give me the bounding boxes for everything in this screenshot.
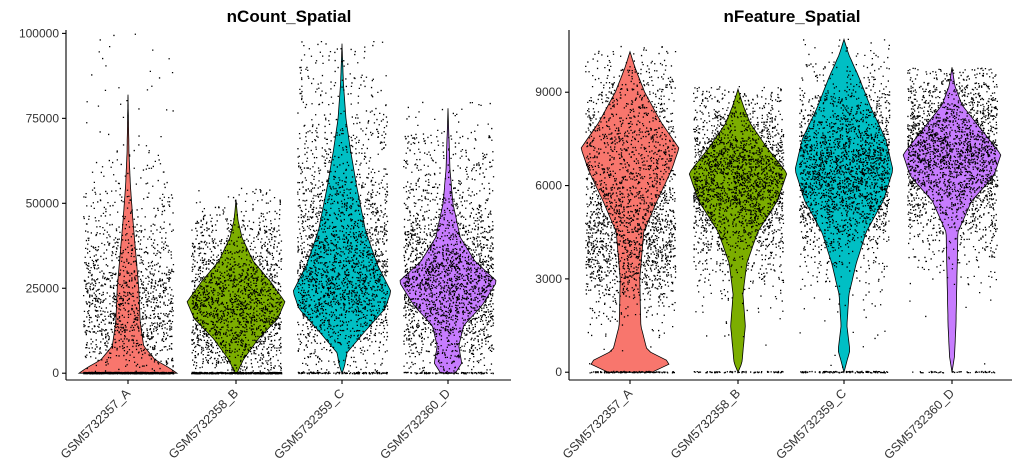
jitter-points: [799, 38, 891, 374]
y-tick-label: 100000: [19, 26, 59, 40]
panel-nfeature-spatial: nFeature_Spatial 0 3000 6000 9000 GSM5732357…: [535, 7, 1012, 462]
y-tick-label: 9000: [535, 85, 562, 99]
chart-title-nfeature: nFeature_Spatial: [724, 7, 861, 26]
violin-group-GSM5732358_B: [186, 187, 286, 375]
jitter-points: [403, 101, 495, 375]
jitter-points: [191, 187, 283, 375]
violin-group-GSM5732359_C: [292, 41, 392, 375]
violin-group-GSM5732360_D: [399, 101, 497, 375]
panel-ncount-spatial: nCount_Spatial 0 25000 50000 75000 100000 GSM…: [19, 7, 511, 462]
violin-group-GSM5732359_C: [794, 37, 894, 374]
y-tick-label: 25000: [26, 281, 60, 295]
y-tick-label: 0: [52, 366, 59, 380]
y-tick-label: 50000: [26, 196, 60, 210]
x-tick-label: GSM5732357_A: [58, 386, 134, 462]
x-tick-label: GSM5732359_C: [271, 386, 347, 462]
y-tick-label: 3000: [535, 272, 562, 286]
violin-shape: [399, 108, 497, 374]
y-tick-label: 75000: [26, 111, 60, 125]
x-tick-label: GSM5732358_B: [166, 386, 241, 461]
y-tick-label: 0: [555, 365, 562, 379]
y-tick-label: 6000: [535, 179, 562, 193]
violin-group-GSM5732360_D: [902, 67, 1002, 374]
violin-group-GSM5732358_B: [688, 86, 788, 374]
violin-shape: [688, 87, 788, 374]
violin-group-GSM5732357_A: [580, 45, 680, 374]
violin-shape: [580, 50, 680, 373]
chart-title-ncount: nCount_Spatial: [227, 7, 352, 26]
x-tick-label: GSM5732358_B: [668, 386, 743, 461]
jitter-points: [693, 86, 785, 374]
x-tick-label: GSM5732359_C: [773, 386, 849, 462]
x-tick-label: GSM5732360_D: [377, 386, 453, 462]
x-tick-label: GSM5732360_D: [881, 386, 957, 462]
violin-group-GSM5732357_A: [77, 33, 179, 375]
x-tick-label: GSM5732357_A: [560, 386, 636, 462]
jitter-points: [907, 67, 999, 374]
